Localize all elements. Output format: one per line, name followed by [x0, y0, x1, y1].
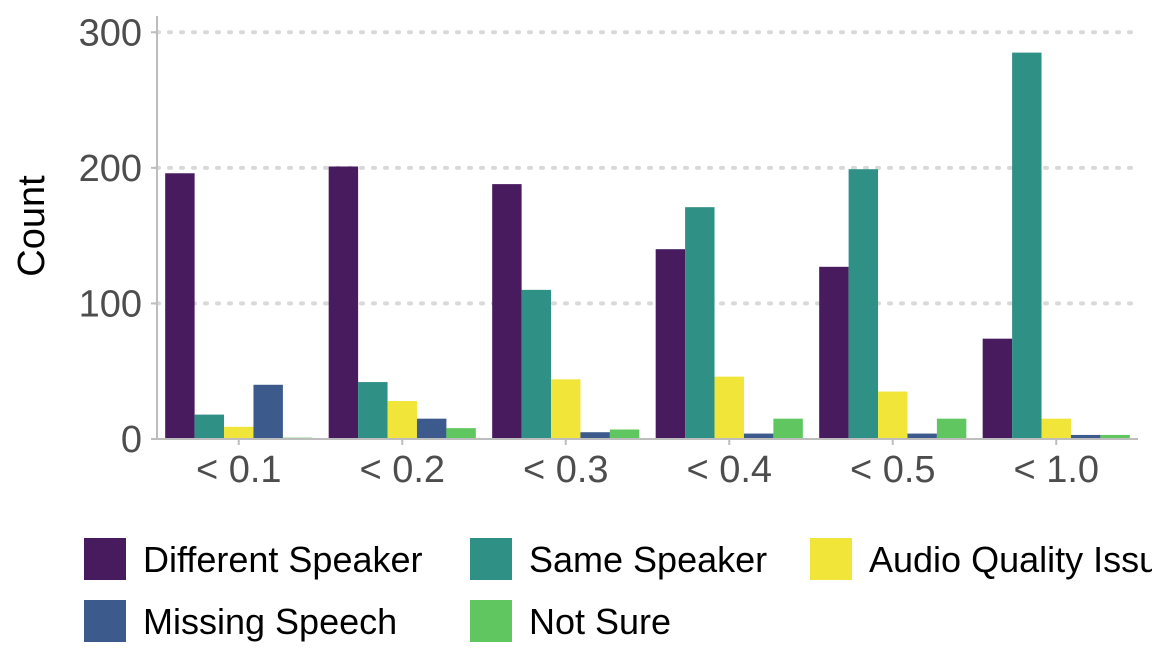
legend-swatch	[470, 600, 512, 642]
bar	[521, 289, 552, 439]
bar	[936, 418, 967, 439]
x-tick-label: < 0.3	[523, 449, 609, 491]
bar	[743, 433, 774, 439]
legend-label: Same Speaker	[529, 539, 767, 580]
legend-swatch	[84, 538, 126, 580]
bar	[551, 379, 581, 439]
bar	[773, 418, 803, 439]
legend-label: Not Sure	[529, 601, 671, 642]
x-tick-label: < 0.4	[686, 449, 772, 491]
bar	[1070, 434, 1101, 439]
y-tick-label: 300	[79, 12, 142, 54]
axes	[156, 16, 1138, 440]
legend-label: Audio Quality Issue	[869, 539, 1152, 580]
x-tick-label: < 0.1	[196, 449, 282, 491]
bar	[848, 169, 879, 440]
bar	[609, 429, 640, 439]
bar	[492, 184, 522, 439]
grid-lines	[155, 30, 1140, 306]
legend-label: Missing Speech	[143, 601, 397, 642]
bar	[416, 418, 447, 439]
bar	[982, 338, 1013, 439]
bar	[253, 384, 283, 439]
bar	[907, 433, 937, 439]
legend-swatch	[810, 538, 852, 580]
legend: Different Speaker Same Speaker Audio Quali…	[84, 538, 1152, 642]
y-tick-label: 100	[79, 283, 142, 325]
y-axis-title: Count	[11, 175, 53, 277]
bar	[655, 249, 686, 439]
bar	[387, 401, 417, 439]
bar	[878, 391, 908, 439]
bars	[165, 52, 1130, 440]
legend-label: Different Speaker	[143, 539, 423, 580]
bar	[714, 376, 744, 439]
bar	[1012, 52, 1042, 439]
x-tick-label: < 0.5	[850, 449, 936, 491]
y-tick-labels: 0 100 200 300	[79, 12, 157, 461]
bar	[165, 173, 195, 439]
y-tick-label: 200	[79, 148, 142, 190]
bar	[328, 166, 359, 439]
x-tick-label: < 1.0	[1013, 449, 1099, 491]
bar	[1041, 418, 1071, 439]
bar	[194, 414, 225, 439]
y-tick-label: 0	[121, 419, 142, 461]
bar	[358, 382, 388, 439]
bar	[685, 207, 715, 439]
x-tick-labels: < 0.1 < 0.2 < 0.3 < 0.4 < 0.5 < 1.0	[196, 439, 1099, 491]
legend-swatch	[84, 600, 126, 642]
legend-swatch	[470, 538, 512, 580]
bar	[446, 428, 476, 439]
x-tick-label: < 0.2	[359, 449, 445, 491]
bar	[224, 426, 254, 439]
bar	[819, 266, 849, 439]
bar	[1100, 434, 1130, 439]
bar	[580, 432, 610, 439]
